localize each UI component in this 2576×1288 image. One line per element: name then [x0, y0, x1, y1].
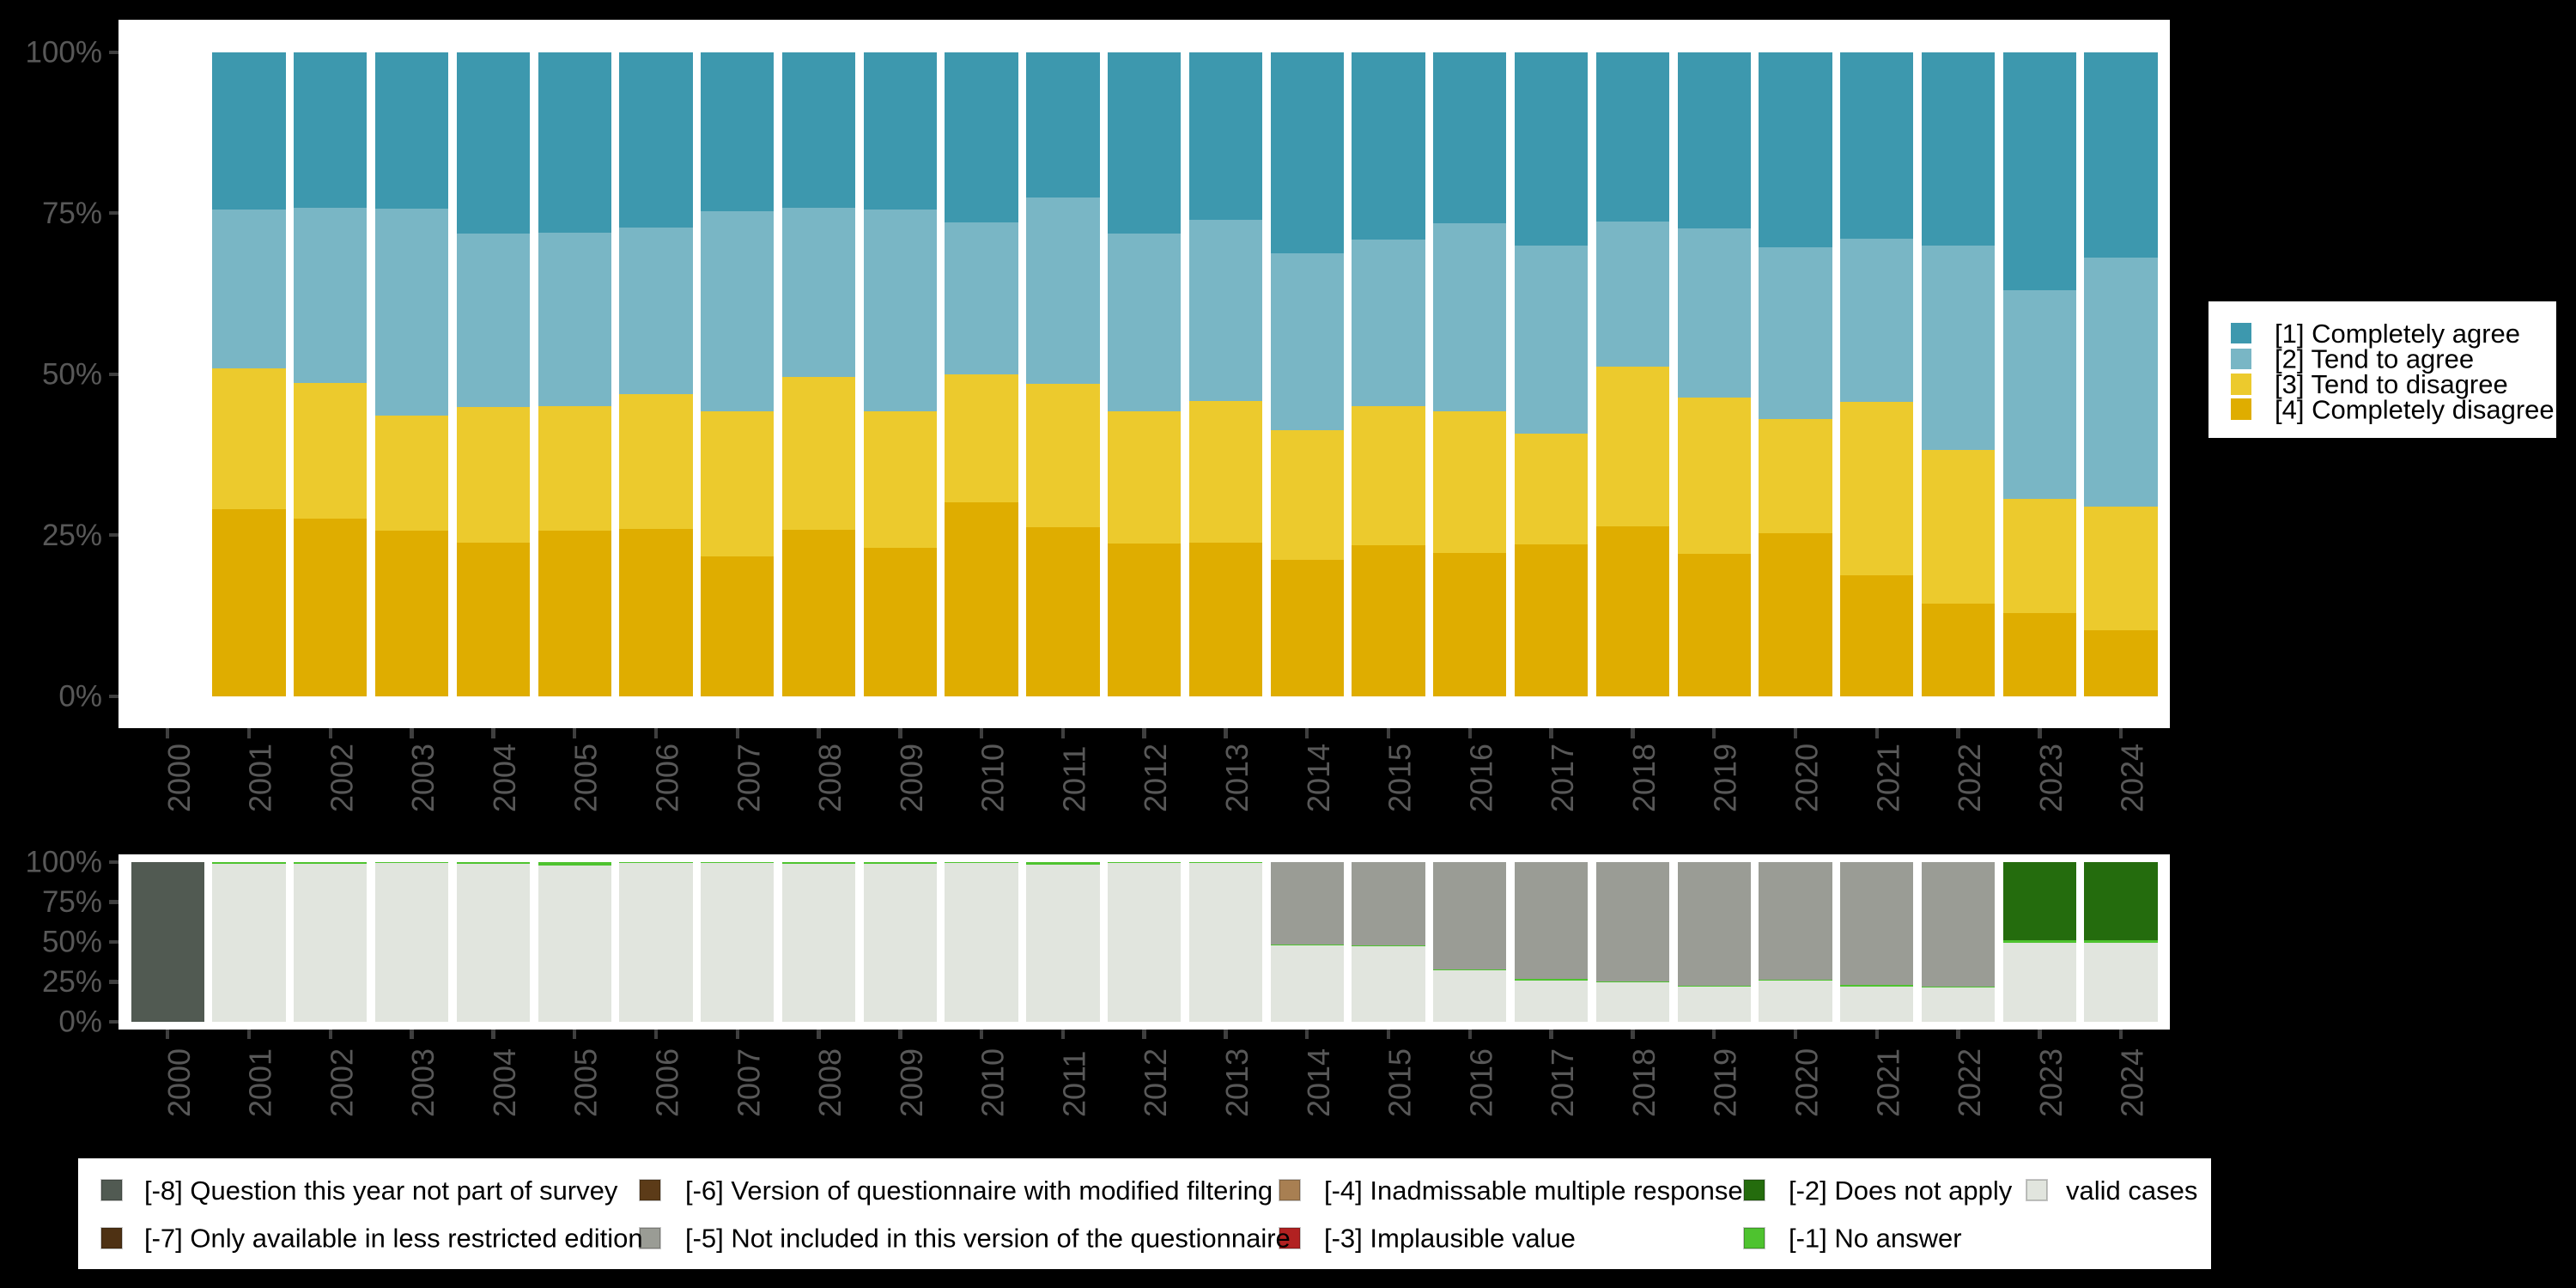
svg-text:2024: 2024 — [2115, 1048, 2150, 1117]
svg-text:[2] Tend to agree: [2] Tend to agree — [2275, 344, 2474, 374]
svg-text:2022: 2022 — [1952, 1048, 1987, 1117]
svg-text:2022: 2022 — [1952, 744, 1987, 812]
svg-text:50%: 50% — [42, 925, 102, 958]
svg-text:2020: 2020 — [1789, 1048, 1825, 1117]
svg-text:2024: 2024 — [2115, 744, 2150, 812]
svg-text:25%: 25% — [42, 965, 102, 999]
svg-text:2002: 2002 — [324, 744, 359, 812]
svg-text:2011: 2011 — [1056, 1051, 1091, 1117]
svg-text:2008: 2008 — [812, 1048, 848, 1117]
svg-text:2005: 2005 — [568, 1048, 604, 1117]
svg-text:50%: 50% — [42, 357, 102, 391]
svg-text:2000: 2000 — [161, 1048, 197, 1117]
svg-text:2009: 2009 — [894, 744, 929, 812]
svg-text:[-3] Implausible value: [-3] Implausible value — [1324, 1223, 1576, 1253]
svg-text:2012: 2012 — [1138, 744, 1173, 812]
svg-text:75%: 75% — [42, 885, 102, 919]
svg-text:2012: 2012 — [1138, 1048, 1173, 1117]
svg-text:2003: 2003 — [405, 1048, 440, 1117]
svg-text:2009: 2009 — [894, 1048, 929, 1117]
svg-text:[-8] Question this year not pa: [-8] Question this year not part of surv… — [144, 1176, 618, 1206]
svg-text:2019: 2019 — [1708, 744, 1743, 812]
svg-text:2003: 2003 — [405, 744, 440, 812]
svg-text:2004: 2004 — [487, 1048, 522, 1117]
svg-text:0%: 0% — [58, 679, 102, 713]
svg-text:2007: 2007 — [731, 1048, 766, 1117]
svg-text:2006: 2006 — [650, 744, 685, 812]
svg-text:2016: 2016 — [1463, 1048, 1498, 1117]
svg-text:0%: 0% — [58, 1005, 102, 1038]
svg-text:2004: 2004 — [487, 744, 522, 812]
svg-text:valid cases: valid cases — [2066, 1176, 2197, 1206]
svg-text:2001: 2001 — [243, 1048, 278, 1117]
svg-text:2011: 2011 — [1056, 746, 1091, 812]
svg-text:75%: 75% — [42, 197, 102, 230]
svg-text:2023: 2023 — [2033, 1048, 2069, 1117]
svg-text:2013: 2013 — [1219, 744, 1255, 812]
svg-text:2005: 2005 — [568, 744, 604, 812]
svg-text:2013: 2013 — [1219, 1048, 1255, 1117]
svg-text:25%: 25% — [42, 519, 102, 552]
svg-text:[-6] Version of questionnaire: [-6] Version of questionnaire with modif… — [685, 1176, 1273, 1206]
svg-text:2018: 2018 — [1626, 1048, 1662, 1117]
svg-text:[-7] Only available in less re: [-7] Only available in less restricted e… — [144, 1223, 643, 1253]
svg-text:2006: 2006 — [650, 1048, 685, 1117]
svg-text:100%: 100% — [25, 846, 102, 879]
svg-text:2001: 2001 — [243, 744, 278, 812]
svg-text:2008: 2008 — [812, 744, 848, 812]
svg-text:2010: 2010 — [975, 744, 1011, 812]
svg-text:2000: 2000 — [161, 744, 197, 812]
svg-text:2010: 2010 — [975, 1048, 1011, 1117]
svg-text:2020: 2020 — [1789, 744, 1825, 812]
svg-text:2021: 2021 — [1870, 744, 1905, 812]
svg-text:2021: 2021 — [1870, 1048, 1905, 1117]
svg-text:2023: 2023 — [2033, 744, 2069, 812]
svg-text:2014: 2014 — [1301, 744, 1336, 812]
svg-text:2002: 2002 — [324, 1048, 359, 1117]
svg-text:[-5] Not included in this vers: [-5] Not included in this version of the… — [685, 1223, 1291, 1253]
svg-text:100%: 100% — [25, 35, 102, 69]
svg-text:2007: 2007 — [731, 744, 766, 812]
svg-text:[-1] No answer: [-1] No answer — [1789, 1223, 1962, 1253]
svg-text:2015: 2015 — [1382, 1048, 1418, 1117]
svg-text:2015: 2015 — [1382, 744, 1418, 812]
svg-text:[4] Completely disagree: [4] Completely disagree — [2275, 395, 2555, 425]
svg-text:2016: 2016 — [1463, 744, 1498, 812]
svg-text:[1] Completely agree: [1] Completely agree — [2275, 319, 2520, 349]
svg-text:[-2] Does not apply: [-2] Does not apply — [1789, 1176, 2013, 1206]
svg-text:2017: 2017 — [1545, 744, 1580, 812]
svg-text:2014: 2014 — [1301, 1048, 1336, 1117]
svg-text:[-4] Inadmissable multiple res: [-4] Inadmissable multiple response — [1324, 1176, 1743, 1206]
svg-text:[3] Tend to disagree: [3] Tend to disagree — [2275, 369, 2508, 399]
svg-text:2017: 2017 — [1545, 1048, 1580, 1117]
svg-text:2018: 2018 — [1626, 744, 1662, 812]
svg-text:2019: 2019 — [1708, 1048, 1743, 1117]
